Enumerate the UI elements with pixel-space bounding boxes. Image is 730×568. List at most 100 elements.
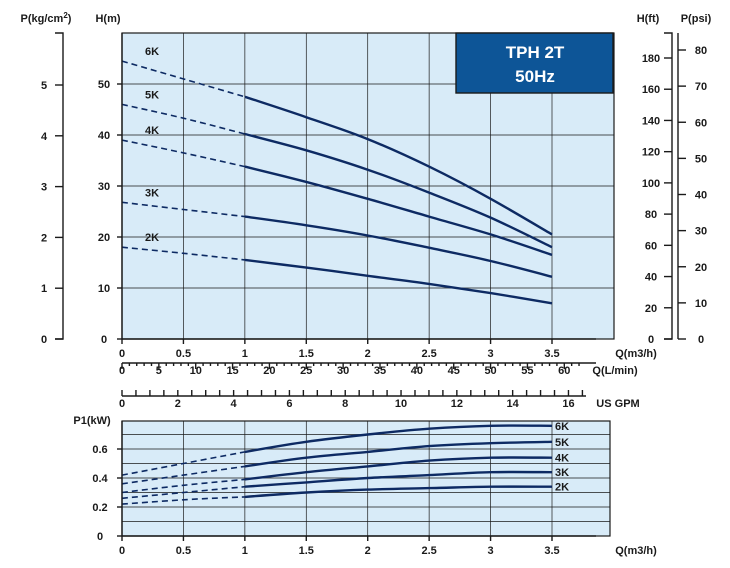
power-flow-tick-label: 3: [488, 545, 494, 557]
flow-lmin-tick-label: 0: [119, 365, 125, 377]
power-flow-tick-label: 2: [365, 545, 371, 557]
power-tick-label: 0.4: [92, 473, 108, 485]
power-flow-tick-label: 1: [242, 545, 248, 557]
flow-m3h-tick-label: 0.5: [176, 348, 191, 360]
flow-gpm-tick-label: 8: [342, 398, 348, 410]
head-ft-tick-label: 20: [645, 303, 657, 315]
flow-gpm-tick-label: 10: [395, 398, 407, 410]
pressure-psi-tick-label: 80: [695, 45, 707, 57]
head-series-5K: [244, 132, 553, 249]
head-series-4K-dashed: [121, 139, 246, 168]
head-series-3K: [244, 215, 553, 278]
power-series-6K-dashed: [121, 451, 246, 476]
flow-lmin-tick-label: 10: [190, 365, 202, 377]
flow-gpm-tick-label: 2: [175, 398, 181, 410]
head-ft-tick-label: 80: [645, 209, 657, 221]
power-series-label-4K: 4K: [555, 453, 569, 465]
head-ft-tick-label: 180: [642, 53, 660, 65]
power-series-3K-dashed: [121, 485, 245, 500]
head-series-3K-dashed: [121, 201, 245, 218]
head-series-6K-dashed: [121, 60, 246, 98]
flow-lmin-tick-label: 30: [337, 365, 349, 377]
head-ft-tick-label: 40: [645, 272, 657, 284]
flow-gpm-tick-label: 6: [286, 398, 292, 410]
head-series-label-2K: 2K: [145, 232, 159, 244]
power-tick-label: 0: [97, 531, 103, 543]
flow-lmin-tick-label: 40: [411, 365, 423, 377]
model-badge: [455, 32, 614, 94]
pressure-psi-axis-label: P(psi): [681, 13, 712, 25]
pressure-psi-tick-label: 30: [695, 226, 707, 238]
flow-lmin-tick-label: 60: [558, 365, 570, 377]
head-series-5K-dashed: [121, 103, 246, 135]
power-tick-label: 0.6: [92, 444, 107, 456]
head-h-axis-label: H(m): [95, 13, 120, 25]
power-flow-axis-label: Q(m3/h): [615, 545, 657, 557]
pressure-kg-tick-label: 3: [41, 182, 47, 194]
flow-m3h-tick-label: 1: [242, 348, 248, 360]
power-flow-tick-label: 1.5: [299, 545, 314, 557]
power-series-4K: [244, 456, 553, 481]
power-flow-tick-label: 3.5: [544, 545, 559, 557]
head-h-tick-label: 20: [98, 232, 110, 244]
head-ft-tick-label: 60: [645, 240, 657, 252]
flow-m3h-axis-label: Q(m3/h): [615, 348, 657, 360]
flow-m3h-tick-label: 3: [488, 348, 494, 360]
model-badge-line2: 50Hz: [515, 67, 555, 86]
flow-gpm-tick-label: 14: [507, 398, 520, 410]
head-ft-tick-label: 0: [648, 334, 654, 346]
head-ft-axis: [664, 32, 673, 340]
flow-m3h-tick-label: 2: [365, 348, 371, 360]
flow-lmin-tick-label: 5: [156, 365, 162, 377]
head-series-label-4K: 4K: [145, 125, 159, 137]
pressure-kg-tick-label: 2: [41, 232, 47, 244]
head-h-tick-label: 0: [101, 334, 107, 346]
power-flow-tick-label: 0.5: [176, 545, 191, 557]
pressure-psi-tick-label: 50: [695, 153, 707, 165]
head-ft-tick-label: 120: [642, 147, 660, 159]
flow-lmin-tick-label: 15: [226, 365, 238, 377]
power-series-5K: [244, 440, 553, 468]
head-series-2K: [244, 258, 553, 305]
power-series-2K: [244, 485, 553, 499]
head-series-4K: [244, 165, 553, 257]
flow-m3h-tick-label: 2.5: [421, 348, 436, 360]
pressure-kg-tick-label: 1: [41, 283, 47, 295]
head-series-2K-dashed: [121, 246, 245, 261]
pressure-psi-tick-label: 60: [695, 117, 707, 129]
power-series-label-3K: 3K: [555, 467, 569, 479]
flow-gpm-tick-label: 12: [451, 398, 463, 410]
power-flow-tick-label: 2.5: [421, 545, 436, 557]
head-h-tick-label: 40: [98, 130, 110, 142]
head-series-label-6K: 6K: [145, 46, 159, 58]
pressure-kg-tick-label: 4: [41, 131, 48, 143]
power-series-2K-dashed: [121, 496, 245, 505]
power-tick-label: 0.2: [92, 502, 107, 514]
flow-lmin-axis-label: Q(L/min): [592, 365, 638, 377]
flow-gpm-tick-label: 16: [562, 398, 574, 410]
flow-lmin-tick-label: 50: [484, 365, 496, 377]
head-series-label-3K: 3K: [145, 187, 159, 199]
flow-lmin-tick-label: 35: [374, 365, 386, 377]
pressure-psi-tick-label: 0: [698, 334, 704, 346]
power-series-4K-dashed: [121, 478, 245, 494]
pressure-kg-axis-label: P(kg/cm2): [21, 11, 72, 25]
pressure-psi-tick-label: 20: [695, 262, 707, 274]
flow-lmin-tick-label: 55: [521, 365, 533, 377]
head-ft-tick-label: 100: [642, 178, 660, 190]
pressure-psi-tick-label: 10: [695, 298, 707, 310]
power-series-label-2K: 2K: [555, 482, 569, 494]
flow-gpm-tick-label: 0: [119, 398, 125, 410]
pressure-kg-tick-label: 0: [41, 334, 47, 346]
pressure-psi-tick-label: 70: [695, 81, 707, 93]
head-h-tick-label: 10: [98, 283, 110, 295]
model-badge-line1: TPH 2T: [506, 43, 565, 62]
head-ft-tick-label: 140: [642, 115, 660, 127]
head-h-tick-label: 30: [98, 181, 110, 193]
head-series-label-5K: 5K: [145, 89, 159, 101]
power-series-5K-dashed: [121, 465, 246, 485]
flow-lmin-tick-label: 25: [300, 365, 312, 377]
power-series-label-6K: 6K: [555, 421, 569, 433]
pressure-psi-tick-label: 40: [695, 190, 707, 202]
power-flow-tick-label: 0: [119, 545, 125, 557]
